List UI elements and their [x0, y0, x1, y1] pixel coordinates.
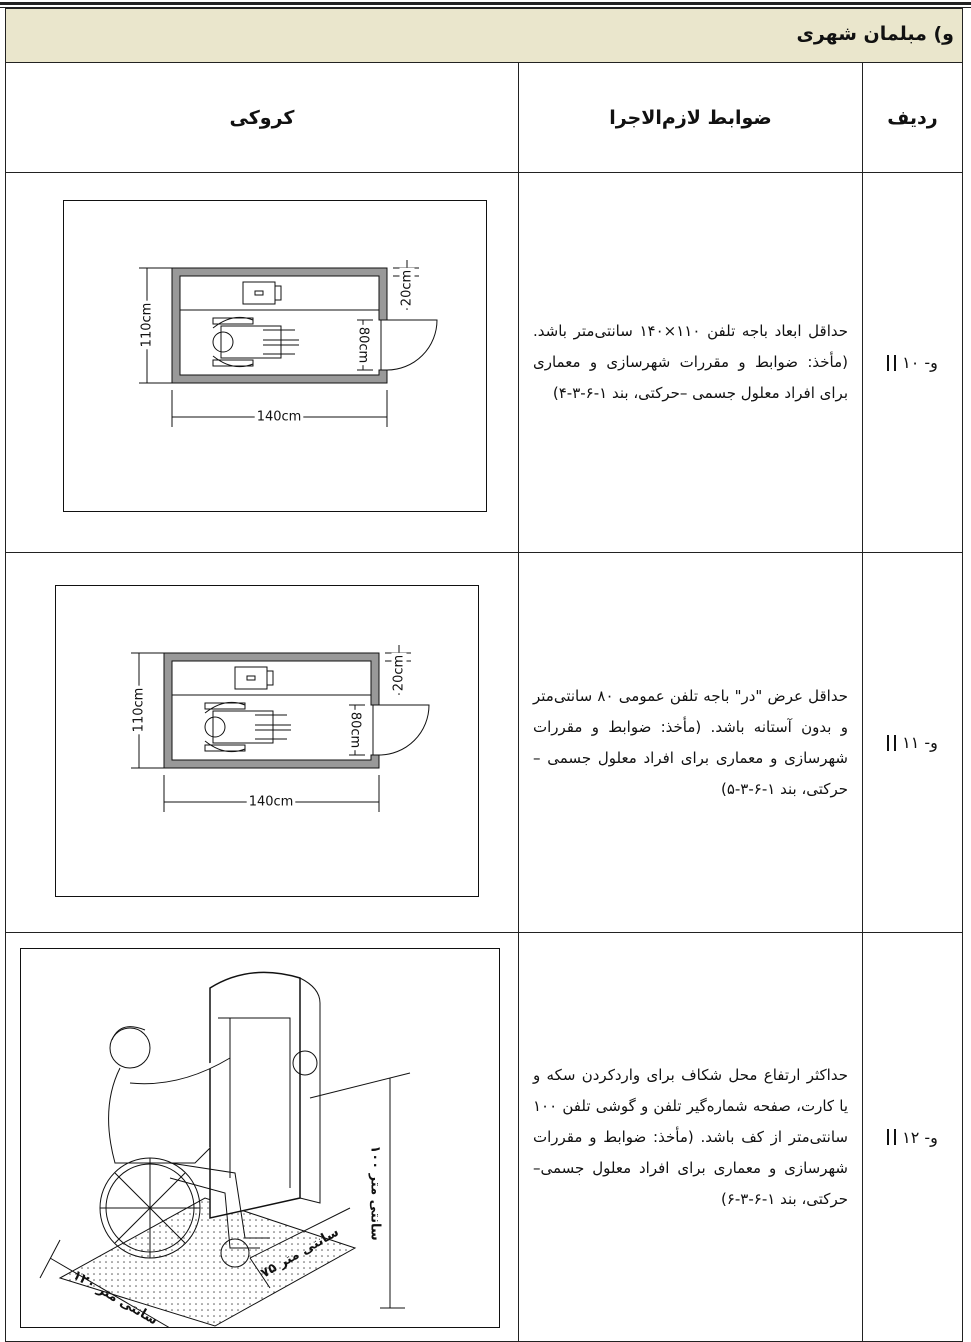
frame: [20, 948, 500, 1328]
wheel: [204, 702, 246, 710]
row-number: و- ۱۲: [902, 1127, 938, 1147]
figure: 110cm 140cm 20cm 80cm: [55, 585, 479, 897]
counter: [179, 275, 380, 311]
wheel: [212, 359, 254, 367]
figure-cell: 110cm 140cm 20cm 80cm: [5, 552, 519, 933]
body: [108, 1057, 231, 1164]
label-bg: [391, 652, 407, 694]
dimension-label: 140cm: [249, 795, 294, 810]
phone-slot: [246, 675, 256, 681]
rule-text: حداقل عرض "در" باجه تلفن عمومی ۸۰ سانتی‌…: [518, 552, 863, 933]
phone-slot: [254, 290, 264, 296]
head: [109, 1027, 151, 1069]
dimension-label: ۱۰۰ سانتی متر: [368, 1145, 383, 1240]
dimension-label: 20cm: [392, 655, 407, 691]
dimension: [309, 1072, 411, 1309]
kiosk: [209, 971, 301, 1219]
label-bg: [131, 685, 147, 735]
wheel: [204, 744, 246, 752]
head: [204, 716, 226, 738]
dimension-label: 80cm: [356, 327, 371, 363]
label-bg: [254, 409, 304, 425]
top-rule: [0, 2, 971, 5]
bullet: [887, 1129, 897, 1145]
label-bg: [246, 794, 296, 810]
column-header: کروکی: [5, 62, 519, 173]
arms: [212, 316, 254, 368]
column-header: ردیف: [862, 62, 963, 173]
kiosk-side: [299, 977, 321, 1204]
frame: [55, 585, 479, 897]
counter: [171, 660, 372, 696]
legs: [263, 329, 299, 355]
figure-cell: 110cm 140cm 20cm 80cm: [5, 172, 519, 553]
row-number-cell: و- ۱۱: [862, 552, 963, 933]
door-swing: [378, 704, 430, 756]
label-bg: [355, 324, 371, 366]
label-bg: [139, 300, 155, 350]
top-rule: [0, 7, 971, 8]
head: [212, 331, 234, 353]
label-bg: [399, 267, 415, 309]
seat: [220, 325, 282, 359]
dimension-label: 110cm: [132, 688, 147, 733]
figure-cell: ۱۰۰ سانتی متر ۱۲۰ سانتی متر ۷۵ سانتی متر: [5, 932, 519, 1342]
row-number: و- ۱۱: [902, 733, 938, 752]
dimension-label: 110cm: [140, 303, 155, 348]
frame: [63, 200, 487, 512]
small-wheel: [220, 1238, 250, 1268]
door-swing: [386, 319, 438, 371]
row-number-cell: و- ۱۰: [862, 172, 963, 553]
phone-side: [266, 670, 274, 686]
arms: [204, 701, 246, 753]
section-title: و) مبلمان شهری: [5, 8, 963, 63]
dimension: [39, 1207, 351, 1328]
bullet: [887, 354, 897, 371]
legs: [169, 1162, 270, 1249]
spokes: [100, 1158, 200, 1258]
rule-text: حداقل ابعاد باجه تلفن ۱۱۰×۱۴۰ سانتی‌متر …: [518, 172, 863, 553]
seat: [212, 710, 274, 744]
row-number: و- ۱۰: [902, 353, 938, 372]
label-bg: [347, 709, 363, 751]
kiosk-inner: [218, 1017, 291, 1188]
column-header: ضوابط لازم‌الاجرا: [518, 62, 863, 173]
dimension-label: 80cm: [348, 712, 363, 748]
dimension-label: 140cm: [257, 410, 302, 425]
rule-text: حداکثر ارتفاع محل شکاف برای واردکردن سکه…: [518, 932, 863, 1342]
row-number-cell: و- ۱۲: [862, 932, 963, 1342]
dimension-label: 20cm: [400, 270, 415, 306]
legs: [255, 714, 291, 740]
hair: [111, 1026, 146, 1041]
floor: [58, 1197, 357, 1327]
wheel: [212, 317, 254, 325]
phone-side: [274, 285, 282, 301]
figure: 110cm 140cm 20cm 80cm: [63, 200, 487, 512]
handset: [292, 1050, 318, 1076]
bullet: [887, 734, 897, 751]
phone: [234, 666, 268, 690]
phone: [242, 281, 276, 305]
